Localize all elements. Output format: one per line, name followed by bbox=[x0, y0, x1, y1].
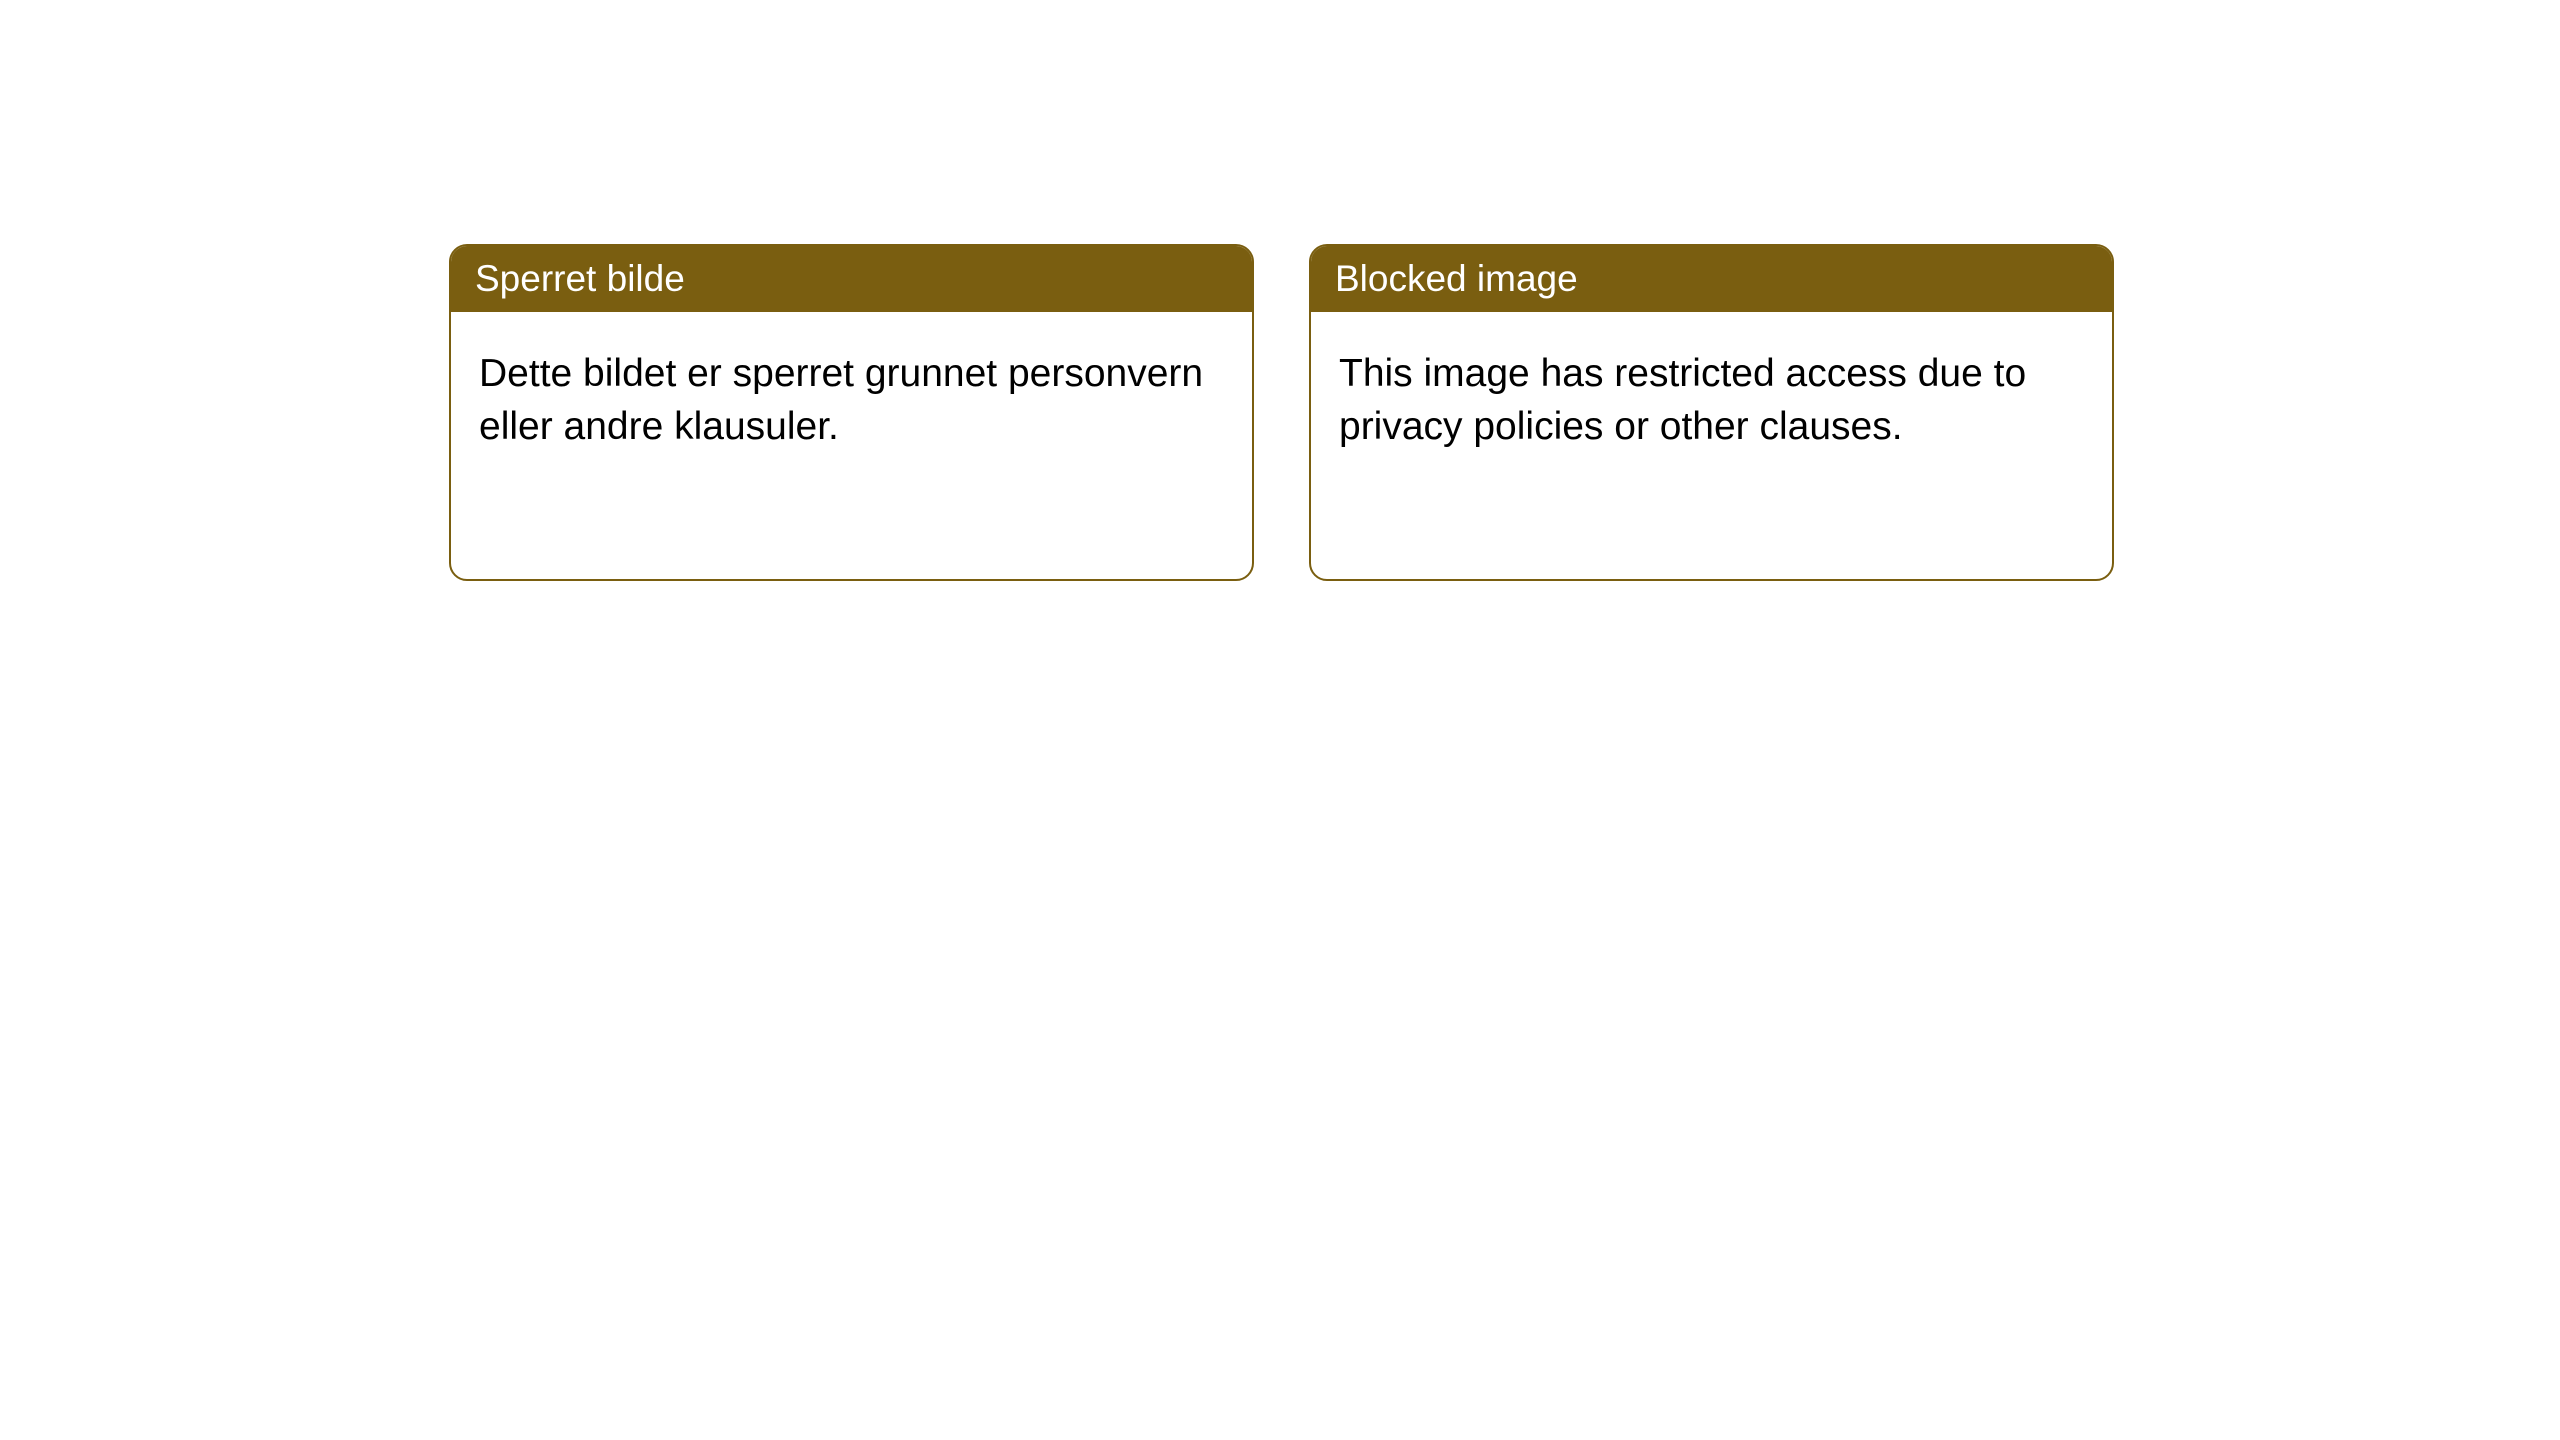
notice-text: This image has restricted access due to … bbox=[1339, 352, 2026, 448]
notice-header: Blocked image bbox=[1311, 246, 2112, 312]
notice-body: This image has restricted access due to … bbox=[1311, 312, 2112, 489]
notice-card-english: Blocked image This image has restricted … bbox=[1309, 244, 2114, 581]
notice-title: Blocked image bbox=[1335, 258, 1578, 299]
notice-title: Sperret bilde bbox=[475, 258, 685, 299]
notice-text: Dette bildet er sperret grunnet personve… bbox=[479, 352, 1203, 448]
notice-header: Sperret bilde bbox=[451, 246, 1252, 312]
notice-body: Dette bildet er sperret grunnet personve… bbox=[451, 312, 1252, 489]
notice-container: Sperret bilde Dette bildet er sperret gr… bbox=[0, 0, 2560, 581]
notice-card-norwegian: Sperret bilde Dette bildet er sperret gr… bbox=[449, 244, 1254, 581]
